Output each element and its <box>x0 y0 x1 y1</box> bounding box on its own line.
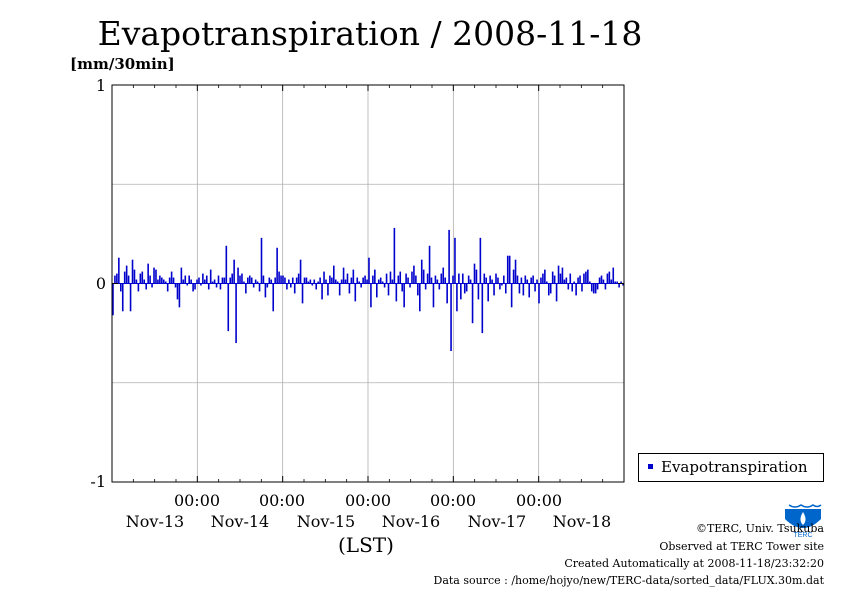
credit-created: Created Automatically at 2008-11-18/23:3… <box>564 557 824 570</box>
bar-series <box>112 227 624 351</box>
chart-title: Evapotranspiration / 2008-11-18 <box>97 14 643 53</box>
x-time-label-4: 00:00 <box>429 491 477 510</box>
credit-source: Data source : /home/hojyo/new/TERC-data/… <box>433 574 825 587</box>
y-tick-label-top: 1 <box>95 76 106 95</box>
y-tick-label-zero: 0 <box>95 274 106 293</box>
x-time-label-1: 00:00 <box>173 491 221 510</box>
x-date-label-1: Nov-13 <box>125 512 185 531</box>
legend: Evapotranspiration <box>638 453 824 482</box>
x-time-label-2: 00:00 <box>258 491 306 510</box>
legend-marker <box>648 464 653 469</box>
credit-copyright: ©TERC, Univ. Tsukuba <box>695 522 824 535</box>
x-date-label-6: Nov-18 <box>552 512 612 531</box>
x-date-label-2: Nov-14 <box>210 512 270 531</box>
x-date-label-5: Nov-17 <box>467 512 527 531</box>
x-axis-label: (LST) <box>338 533 394 557</box>
credit-site: Observed at TERC Tower site <box>659 540 824 553</box>
x-time-label-5: 00:00 <box>515 491 563 510</box>
y-axis-label: [mm/30min] <box>70 55 175 73</box>
logo-text: TERC <box>793 532 812 539</box>
axis-ticks <box>111 84 625 483</box>
x-time-label-3: 00:00 <box>344 491 392 510</box>
x-date-label-3: Nov-15 <box>296 512 356 531</box>
terc-logo-icon: TERC <box>783 503 823 539</box>
legend-label: Evapotranspiration <box>661 458 808 476</box>
y-tick-label-bottom: -1 <box>90 472 106 491</box>
x-date-label-4: Nov-16 <box>381 512 441 531</box>
